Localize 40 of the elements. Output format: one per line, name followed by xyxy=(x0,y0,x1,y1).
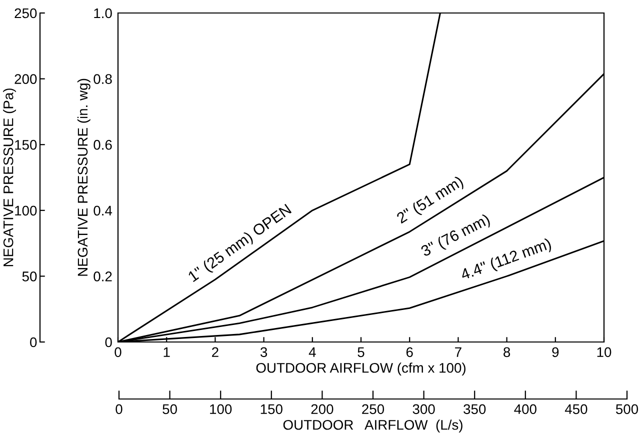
x-tick-label: 4 xyxy=(308,347,316,357)
x2-tick-label: 250 xyxy=(362,404,384,414)
y-tick-label: 0.4 xyxy=(94,206,112,216)
y-tick-label: 0.2 xyxy=(94,272,112,282)
x2-tick-label: 500 xyxy=(616,404,638,414)
x2-tick-label: 400 xyxy=(514,404,536,414)
y-tick-label: 1.0 xyxy=(94,8,112,18)
x-tick-label: 7 xyxy=(455,347,462,357)
annotation: 4.4" (112 mm) xyxy=(460,238,553,283)
y-tick-label: 0 xyxy=(105,337,112,348)
y-tick-label: 0.6 xyxy=(94,140,112,150)
x2-tick-label: 300 xyxy=(412,404,435,414)
y2-tick-label: 0 xyxy=(30,337,37,348)
x2-tick-label: 200 xyxy=(311,404,334,414)
x-tick-label: 3 xyxy=(260,347,268,358)
x-tick-label: 6 xyxy=(406,347,413,358)
x2-tick-label: 150 xyxy=(260,404,282,414)
x-tick-label: 10 xyxy=(597,347,612,358)
y2-tick-label: 250 xyxy=(14,8,37,18)
x-axis-title: OUTDOOR AIRFLOW (cfm x 100) xyxy=(256,362,466,376)
x-tick-label: 8 xyxy=(504,347,510,358)
x-tick-label: 1 xyxy=(164,347,170,357)
x-tick-label: 5 xyxy=(358,347,364,358)
x2-tick-label: 100 xyxy=(210,404,232,414)
y-tick-label: 0.8 xyxy=(94,74,112,84)
annotation: 2" (51 mm) xyxy=(396,175,466,226)
y-axis-title: NEGATIVE PRESSURE (in. wg) xyxy=(77,78,90,276)
y2-tick-label: 100 xyxy=(15,206,37,216)
x-tick-label: 2 xyxy=(212,347,218,357)
x-tick-label: 9 xyxy=(552,347,559,358)
x2-tick-label: 0 xyxy=(116,404,122,414)
y2-axis-title: NEGATIVE PRESSURE (Pa) xyxy=(3,88,16,266)
x-tick-label: 0 xyxy=(114,347,122,358)
y2-tick-label: 150 xyxy=(15,140,37,150)
y2-tick-label: 50 xyxy=(22,272,37,282)
x2-tick-label: 450 xyxy=(564,404,588,414)
x2-tick-label: 350 xyxy=(464,404,486,414)
y2-tick-label: 200 xyxy=(14,74,37,84)
x2-axis-title: OUTDOOR AIRFLOW (L/s) xyxy=(283,420,462,433)
x2-tick-label: 50 xyxy=(162,404,177,414)
